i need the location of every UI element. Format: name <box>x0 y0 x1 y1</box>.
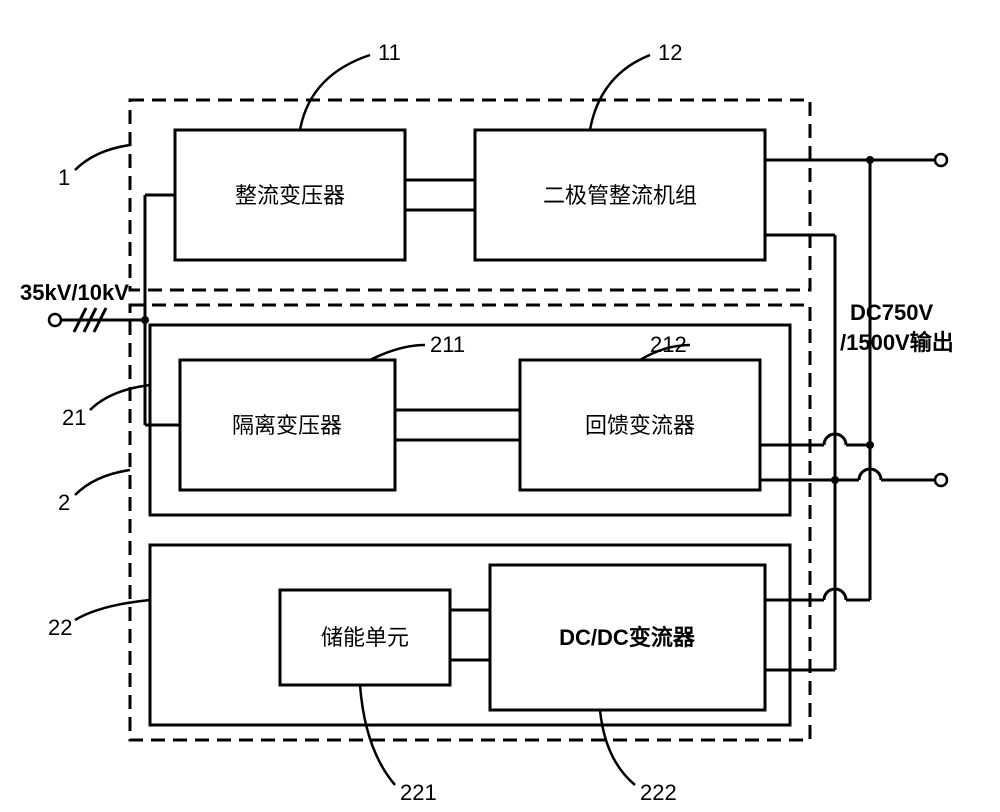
ref-12: 12 <box>658 40 682 65</box>
leader-211 <box>370 345 425 360</box>
leader-222 <box>600 710 635 785</box>
leader-1 <box>75 145 130 170</box>
block-12-label: 二极管整流机组 <box>543 183 697 208</box>
ref-22: 22 <box>48 615 72 640</box>
input-label: 35kV/10kV <box>20 280 129 305</box>
ref-221: 221 <box>400 780 437 805</box>
ref-2: 2 <box>58 490 70 515</box>
block-211-label: 隔离变压器 <box>232 413 342 438</box>
terminal-input <box>49 314 61 326</box>
dashed-box-2 <box>130 305 810 740</box>
leader-221 <box>360 685 395 785</box>
block-221-label: 储能单元 <box>321 625 409 650</box>
output-label-2: /1500V输出 <box>840 330 954 355</box>
ref-212: 212 <box>650 332 687 357</box>
block-222-label: DC/DC变流器 <box>559 625 696 650</box>
ref-1: 1 <box>58 165 70 190</box>
diagram-canvas: 整流变压器 二极管整流机组 隔离变压器 回馈变流器 储能单元 DC/DC变流器 <box>0 0 1000 812</box>
leader-11 <box>300 55 370 130</box>
block-212-label: 回馈变流器 <box>585 413 695 438</box>
leader-12 <box>590 55 650 130</box>
block-11-label: 整流变压器 <box>235 183 345 208</box>
ref-11: 11 <box>378 40 401 65</box>
terminal-out-bot <box>935 474 947 486</box>
leader-2 <box>75 470 130 495</box>
ref-211: 211 <box>430 332 465 357</box>
ref-222: 222 <box>640 780 677 805</box>
leader-22 <box>75 600 150 620</box>
output-label-1: DC750V <box>850 300 933 325</box>
ref-21: 21 <box>62 405 86 430</box>
leader-21 <box>90 385 150 410</box>
terminal-out-top <box>935 154 947 166</box>
